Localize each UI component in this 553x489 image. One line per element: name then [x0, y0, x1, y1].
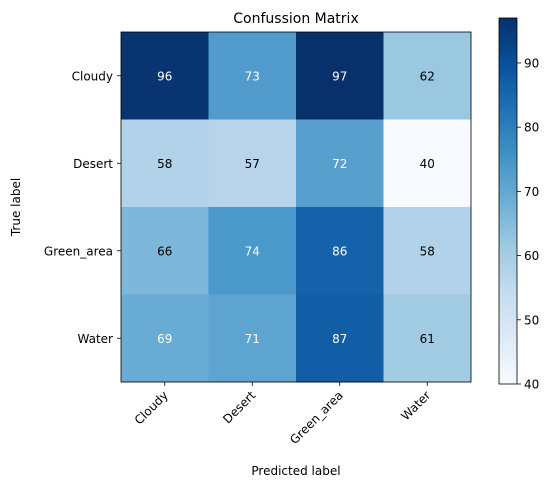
cell-3-1 [208, 294, 297, 383]
colorbar-tick-label-2: 60 [524, 249, 539, 263]
cell-value-2-3: 58 [420, 244, 435, 258]
cell-0-3 [383, 32, 472, 120]
cell-0-2 [296, 32, 384, 120]
y-axis: Cloudy Desert Green_area Water [44, 69, 121, 346]
y-axis-label: True label [9, 178, 23, 237]
cell-3-0 [121, 294, 209, 383]
x-tick-label-1: Desert [220, 388, 258, 426]
cell-2-2 [296, 207, 384, 295]
colorbar [498, 17, 518, 385]
colorbar-tick-label-1: 50 [524, 313, 539, 327]
colorbar-tick-label-3: 70 [524, 185, 539, 199]
cell-2-0 [121, 207, 209, 295]
cell-value-0-3: 62 [420, 69, 435, 83]
cell-value-3-1: 71 [245, 332, 260, 346]
cell-value-3-3: 61 [420, 332, 435, 346]
heatmap-frame [120, 31, 472, 383]
y-tick-label-3: Water [78, 332, 114, 346]
cell-1-0 [121, 119, 209, 208]
cell-1-2 [296, 119, 384, 208]
y-tick-label-1: Desert [73, 157, 113, 171]
cell-value-0-1: 73 [245, 69, 260, 83]
cell-value-2-1: 74 [245, 244, 260, 258]
cell-value-1-1: 57 [245, 157, 260, 171]
cell-3-2 [296, 294, 384, 383]
cell-value-1-2: 72 [332, 157, 347, 171]
cell-value-1-0: 58 [157, 157, 172, 171]
cell-2-1 [208, 207, 297, 295]
y-tick-label-2: Green_area [44, 244, 113, 258]
cell-value-3-0: 69 [157, 332, 172, 346]
x-tick-label-2: Green_area [287, 388, 346, 447]
cell-value-3-2: 87 [332, 332, 347, 346]
colorbar-tick-label-5: 90 [524, 56, 539, 70]
colorbar-axis: 40 50 60 70 80 90 [517, 56, 539, 392]
y-tick-label-0: Cloudy [72, 69, 113, 83]
cell-value-2-2: 86 [332, 244, 347, 258]
x-axis: Cloudy Desert Green_area Water [132, 382, 433, 447]
x-axis-label: Predicted label [251, 464, 340, 478]
cell-0-1 [208, 32, 297, 120]
heatmap-cell-labels: 96 73 97 62 58 57 72 40 66 74 86 58 69 71 87 61 [157, 69, 435, 346]
cell-0-0 [121, 32, 209, 120]
colorbar-tick-label-0: 40 [524, 378, 539, 392]
cell-value-1-3: 40 [420, 157, 435, 171]
cell-1-3 [383, 119, 472, 208]
cell-2-3 [383, 207, 472, 295]
cell-value-2-0: 66 [157, 244, 172, 258]
cell-value-0-2: 97 [332, 69, 347, 83]
colorbar-tick-label-4: 80 [524, 121, 539, 135]
chart-title: Confussion Matrix [233, 11, 358, 27]
x-tick-label-3: Water [398, 388, 433, 423]
heatmap-cells [121, 32, 472, 383]
cell-1-1 [208, 119, 297, 208]
x-tick-label-0: Cloudy [132, 388, 171, 427]
cell-3-3 [383, 294, 472, 383]
cell-value-0-0: 96 [157, 69, 172, 83]
